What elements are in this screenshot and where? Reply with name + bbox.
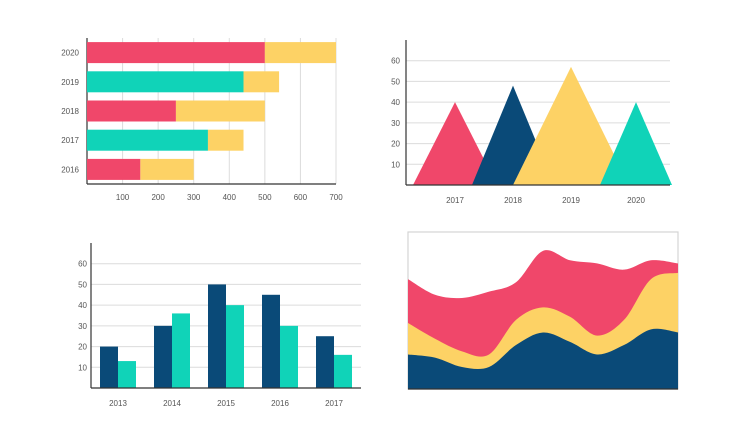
y-tick-label: 50 bbox=[391, 77, 400, 86]
y-tick-label: 30 bbox=[78, 322, 87, 331]
x-tick-label: 2018 bbox=[504, 196, 522, 205]
y-tick-label: 2018 bbox=[61, 107, 79, 116]
x-tick-label: 2013 bbox=[109, 399, 127, 408]
x-tick-label: 2019 bbox=[562, 196, 580, 205]
y-tick-label: 2019 bbox=[61, 78, 79, 87]
x-tick-label: 2017 bbox=[325, 399, 343, 408]
x-tick-label: 300 bbox=[187, 193, 201, 202]
x-tick-label: 500 bbox=[258, 193, 272, 202]
x-tick-label: 2015 bbox=[217, 399, 235, 408]
bar bbox=[262, 294, 280, 388]
y-tick-label: 10 bbox=[78, 363, 87, 372]
bar bbox=[280, 325, 298, 388]
bar-segment bbox=[264, 42, 336, 64]
bar-segment bbox=[87, 100, 176, 122]
stacked-horizontal-bar-chart: 100 200 300 400 500 600 700 2020 2019 2018 2017 201… bbox=[61, 38, 343, 202]
x-tick-label: 2016 bbox=[271, 399, 289, 408]
bar bbox=[208, 284, 226, 388]
y-tick-label: 20 bbox=[391, 140, 400, 149]
x-tick-label: 400 bbox=[223, 193, 237, 202]
x-tick-label: 100 bbox=[116, 193, 130, 202]
y-tick-label: 20 bbox=[78, 343, 87, 352]
bar-segment bbox=[87, 42, 265, 64]
bar-segment bbox=[87, 129, 208, 151]
bar bbox=[154, 325, 172, 388]
bar bbox=[334, 354, 352, 388]
bar-segment bbox=[243, 71, 280, 93]
bar-segment bbox=[140, 158, 194, 180]
y-tick-label: 2017 bbox=[61, 136, 79, 145]
bar bbox=[118, 361, 136, 388]
grouped-bar-chart: 10 20 30 40 50 60 2013 2014 2015 2016 2017 bbox=[78, 243, 361, 408]
x-tick-label: 600 bbox=[294, 193, 308, 202]
triangle-peak bbox=[600, 102, 672, 185]
bar bbox=[226, 305, 244, 388]
y-tick-label: 60 bbox=[78, 260, 87, 269]
bar bbox=[172, 313, 190, 388]
y-tick-label: 2016 bbox=[61, 165, 79, 174]
y-tick-label: 50 bbox=[78, 280, 87, 289]
stacked-wave-area-chart bbox=[407, 231, 679, 390]
bar bbox=[316, 336, 334, 388]
x-tick-label: 2014 bbox=[163, 399, 181, 408]
bar-segment bbox=[175, 100, 265, 122]
bar-segment bbox=[87, 158, 141, 180]
bar-segment bbox=[207, 129, 244, 151]
y-tick-label: 60 bbox=[391, 57, 400, 66]
triangle-peak-chart: 10 20 30 40 50 60 2017 2018 2019 2020 bbox=[391, 40, 672, 205]
x-tick-label: 700 bbox=[329, 193, 343, 202]
y-tick-label: 10 bbox=[391, 160, 400, 169]
x-tick-label: 200 bbox=[151, 193, 165, 202]
x-tick-label: 2017 bbox=[446, 196, 464, 205]
y-tick-label: 2020 bbox=[61, 49, 79, 58]
y-tick-label: 30 bbox=[391, 119, 400, 128]
bar bbox=[100, 346, 118, 388]
triangle-peak bbox=[413, 102, 497, 185]
y-tick-label: 40 bbox=[391, 98, 400, 107]
area-layer bbox=[408, 328, 678, 389]
x-tick-label: 2020 bbox=[627, 196, 645, 205]
y-tick-label: 40 bbox=[78, 301, 87, 310]
bar-segment bbox=[87, 71, 244, 93]
triangle-peak bbox=[513, 66, 629, 185]
